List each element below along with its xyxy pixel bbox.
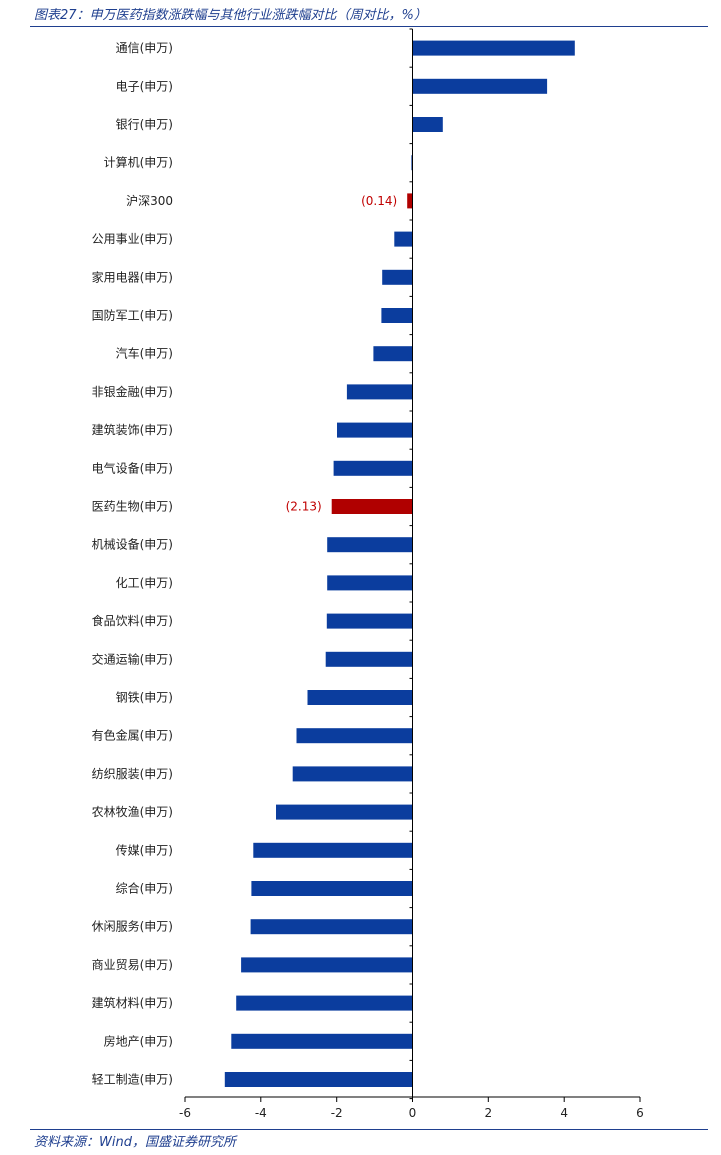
- bar: [381, 308, 413, 323]
- chart-title: 图表27：申万医药指数涨跌幅与其他行业涨跌幅对比（周对比，%）: [34, 8, 427, 23]
- bar: [231, 1033, 413, 1049]
- bar: [292, 766, 413, 782]
- x-tick-label: -6: [179, 1106, 191, 1120]
- x-tick-label: 4: [560, 1106, 568, 1120]
- bar: [325, 651, 413, 667]
- source-note: 资料来源：Wind，国盛证券研究所: [34, 1135, 236, 1150]
- category-label: 国防军工(申万): [92, 308, 173, 323]
- category-label: 化工(申万): [116, 576, 173, 590]
- category-label: 商业贸易(申万): [92, 957, 173, 972]
- category-label: 钢铁(申万): [116, 691, 173, 705]
- source-rule: [30, 1129, 708, 1130]
- bar: [276, 804, 413, 820]
- bar: [407, 193, 413, 209]
- category-label: 公用事业(申万): [92, 232, 173, 246]
- category-label: 综合(申万): [116, 881, 173, 896]
- bar: [251, 881, 413, 896]
- category-label: 传媒(申万): [116, 842, 173, 857]
- category-label: 电子(申万): [116, 79, 173, 93]
- bar: [394, 231, 413, 247]
- bar: [412, 117, 443, 132]
- bar: [236, 995, 413, 1011]
- bar: [224, 1072, 413, 1087]
- category-label: 医药生物(申万): [92, 500, 173, 514]
- category-label: 轻工制造(申万): [92, 1073, 173, 1087]
- category-label: 家用电器(申万): [92, 269, 173, 284]
- bar: [250, 919, 413, 935]
- bar: [327, 575, 413, 591]
- data-label: (2.13): [286, 500, 322, 514]
- bar: [327, 537, 413, 553]
- x-tick-label: -4: [255, 1106, 267, 1120]
- category-label: 电气设备(申万): [92, 460, 173, 475]
- bar: [241, 957, 413, 973]
- category-label: 沪深300: [126, 194, 173, 208]
- category-label: 机械设备(申万): [92, 537, 173, 552]
- bar: [253, 842, 413, 858]
- x-tick-label: 6: [636, 1106, 644, 1120]
- category-label: 银行(申万): [116, 118, 173, 132]
- bar: [412, 78, 548, 94]
- bar: [331, 499, 413, 514]
- bar: [326, 613, 413, 629]
- category-label: 房地产(申万): [104, 1033, 173, 1048]
- data-label: (0.14): [361, 194, 397, 208]
- bar: [296, 728, 413, 744]
- bar: [412, 40, 575, 56]
- category-label: 交通运输(申万): [92, 651, 173, 666]
- category-label: 非银金融(申万): [92, 384, 173, 399]
- category-label: 汽车(申万): [116, 346, 173, 361]
- category-label: 休闲服务(申万): [92, 919, 173, 934]
- category-label: 通信(申万): [116, 41, 173, 55]
- category-label: 纺织服装(申万): [92, 767, 173, 781]
- bar: [337, 422, 413, 438]
- bar: [333, 460, 413, 476]
- category-label: 计算机(申万): [104, 155, 173, 170]
- bar: [307, 690, 413, 705]
- bar: [382, 269, 413, 285]
- category-label: 农林牧渔(申万): [92, 805, 173, 819]
- category-label: 有色金属(申万): [92, 728, 173, 743]
- bar: [346, 384, 413, 400]
- x-tick-label: -2: [331, 1106, 343, 1120]
- x-tick-label: 0: [409, 1106, 417, 1120]
- title-rule: [30, 26, 708, 27]
- category-label: 食品饮料(申万): [92, 613, 173, 628]
- category-label: 建筑材料(申万): [92, 995, 173, 1010]
- x-tick-label: 2: [484, 1106, 492, 1120]
- bar: [373, 346, 413, 362]
- category-label: 建筑装饰(申万): [92, 422, 173, 437]
